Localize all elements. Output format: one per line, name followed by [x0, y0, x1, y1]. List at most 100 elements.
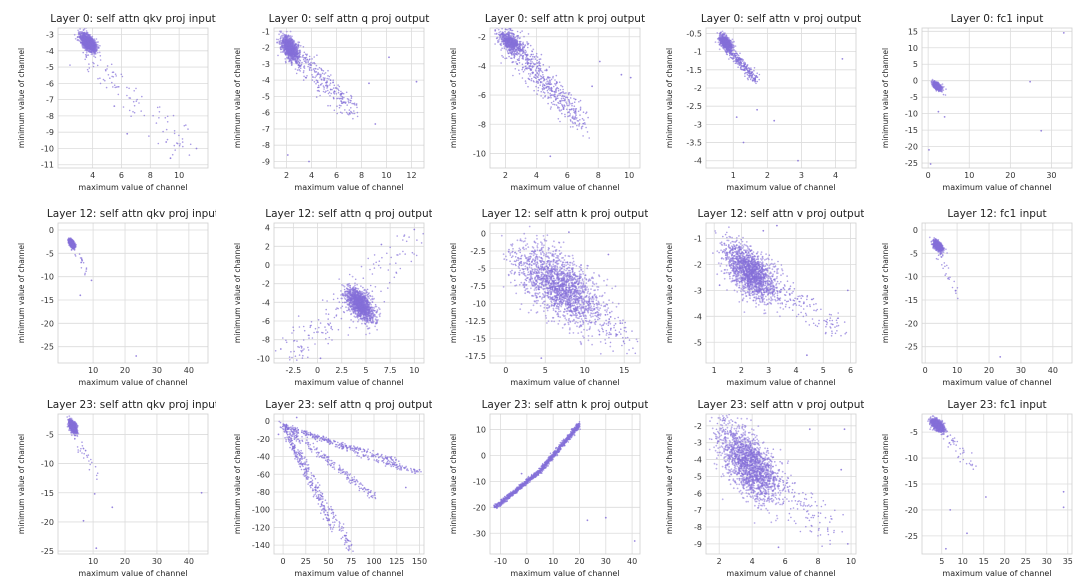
data-point	[559, 94, 561, 96]
data-point	[349, 112, 351, 114]
data-point	[136, 100, 138, 102]
data-point	[300, 45, 302, 47]
data-point	[519, 56, 521, 58]
data-point	[551, 79, 553, 81]
data-point	[505, 28, 507, 30]
data-point	[86, 50, 88, 52]
data-point	[196, 148, 198, 150]
data-point	[315, 75, 317, 77]
data-point	[537, 56, 539, 58]
y-tick-label: -3	[46, 31, 54, 40]
x-tick-label: 3	[799, 171, 804, 180]
data-point	[93, 53, 95, 55]
data-point	[354, 104, 356, 106]
data-point	[577, 129, 579, 131]
data-point	[88, 42, 90, 44]
data-point	[298, 60, 300, 62]
data-point	[526, 62, 528, 64]
data-point	[287, 43, 289, 45]
data-point	[508, 40, 510, 42]
data-point	[504, 34, 506, 36]
y-tick-label: -2.5	[686, 102, 702, 111]
data-point	[504, 48, 506, 50]
data-point	[732, 44, 734, 46]
data-point	[513, 61, 515, 63]
x-tick-label: 1	[731, 171, 736, 180]
data-point	[347, 98, 349, 100]
data-point	[726, 54, 728, 56]
data-point	[575, 111, 577, 113]
data-point	[350, 107, 352, 109]
data-point	[731, 41, 733, 43]
data-point	[126, 87, 128, 89]
data-point	[730, 44, 732, 46]
data-point	[297, 56, 299, 58]
data-point	[316, 65, 318, 67]
data-point	[350, 100, 352, 102]
data-point	[133, 90, 135, 92]
data-point	[93, 66, 95, 68]
data-point	[506, 57, 508, 59]
data-point	[300, 67, 302, 69]
data-point	[528, 65, 530, 67]
data-point	[87, 45, 89, 47]
data-point	[339, 107, 341, 109]
data-point	[555, 89, 557, 91]
data-point	[723, 34, 725, 36]
data-point	[86, 30, 88, 32]
data-point	[304, 67, 306, 69]
data-point	[284, 40, 286, 42]
data-point	[511, 53, 513, 55]
data-point	[326, 78, 328, 80]
data-point	[561, 96, 563, 98]
data-point	[352, 118, 354, 120]
data-point	[535, 58, 537, 60]
data-point	[282, 51, 284, 53]
data-point	[537, 65, 539, 67]
data-point	[501, 48, 503, 50]
data-point	[512, 45, 514, 47]
data-point	[567, 105, 569, 107]
data-point	[281, 41, 283, 43]
data-point	[323, 91, 325, 93]
data-point	[500, 49, 502, 51]
data-point	[330, 89, 332, 91]
data-point	[547, 103, 549, 105]
data-point	[507, 29, 509, 31]
data-point	[111, 64, 113, 66]
data-point	[559, 109, 561, 111]
data-point	[182, 141, 184, 143]
data-point	[521, 55, 523, 57]
data-point	[308, 161, 310, 163]
data-point	[578, 111, 580, 113]
data-point	[522, 52, 524, 54]
data-point	[316, 71, 318, 73]
data-point	[516, 53, 518, 55]
data-point	[579, 119, 581, 121]
chart-title: Layer 0: self attn q proj output	[269, 13, 430, 25]
data-point	[580, 107, 582, 109]
data-point	[558, 90, 560, 92]
data-point	[115, 73, 117, 75]
data-point	[517, 36, 519, 38]
data-point	[305, 58, 307, 60]
data-point	[523, 44, 525, 46]
data-point	[280, 51, 282, 53]
data-point	[565, 92, 567, 94]
data-point	[290, 31, 292, 33]
data-point	[317, 82, 319, 84]
data-point	[496, 33, 498, 35]
data-point	[295, 68, 297, 70]
data-point	[571, 108, 573, 110]
data-point	[297, 53, 299, 55]
data-point	[294, 52, 296, 54]
data-point	[518, 49, 520, 51]
data-point	[351, 97, 353, 99]
data-point	[534, 56, 536, 58]
data-point	[86, 52, 88, 54]
data-point	[148, 135, 150, 137]
data-point	[334, 85, 336, 87]
data-point	[118, 94, 120, 96]
x-tick-label: 12	[406, 171, 416, 180]
